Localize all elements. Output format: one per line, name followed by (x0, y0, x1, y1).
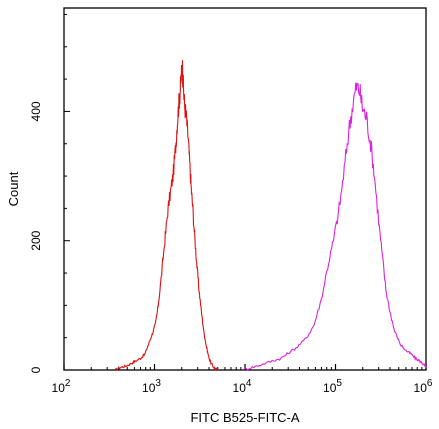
x-tick-label: 102 (52, 378, 71, 395)
x-axis-label: FITC B525-FITC-A (190, 410, 299, 425)
plot-frame (63, 7, 427, 371)
x-major-ticks: 102 103 104 105 106 (52, 364, 433, 395)
series-line-2 (242, 82, 427, 371)
x-tick-label: 104 (233, 378, 252, 395)
y-tick-label: 200 (29, 230, 43, 250)
y-ticks: 0 200 400 (29, 13, 70, 373)
x-tick-label: 103 (142, 378, 161, 395)
series-line-1 (115, 60, 219, 372)
x-tick-label: 105 (323, 378, 342, 395)
y-tick-label: 0 (29, 366, 43, 373)
series-layer (115, 60, 427, 372)
y-tick-label: 400 (29, 101, 43, 121)
y-axis-label: Count (6, 171, 21, 206)
x-tick-label: 106 (414, 378, 433, 395)
